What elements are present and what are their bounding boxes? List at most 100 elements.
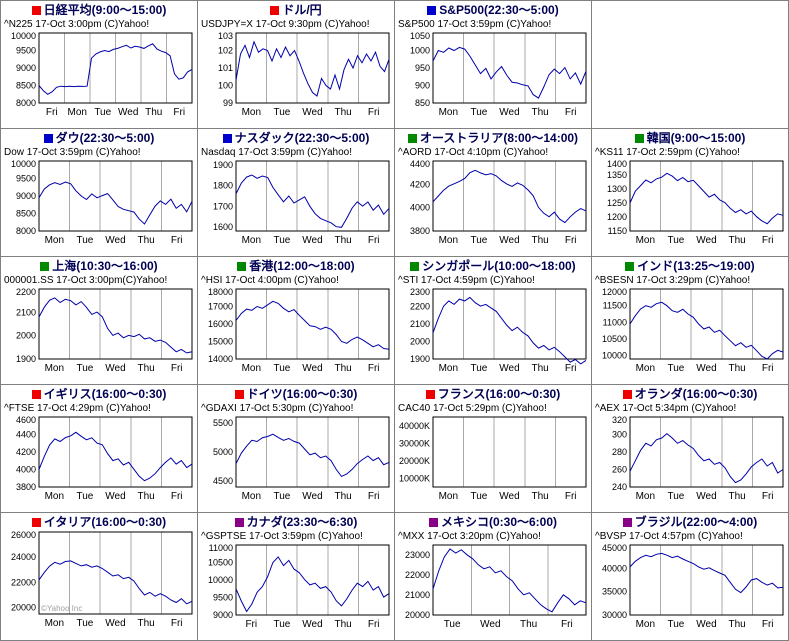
chart-panel-nasdaq[interactable]: ナスダック(22:30〜5:00) Nasdaq 17-Oct 3:59pm (C… <box>198 129 395 257</box>
x-axis-label: Fri <box>173 107 185 118</box>
x-axis-label: Thu <box>334 619 351 630</box>
x-axis-label: Mon <box>241 363 260 374</box>
x-axis-label: Wed <box>302 619 322 630</box>
y-tick-label: 10000 <box>10 31 35 41</box>
y-tick-label: 4500 <box>212 476 232 486</box>
ticker-caption: Dow 17-Oct 3:59pm (C)Yahoo! <box>4 147 141 158</box>
x-axis-label: Mon <box>438 107 457 118</box>
chart-panel-singapore[interactable]: シンガポール(10:00〜18:00) ^STI 17-Oct 4:59pm (C… <box>395 257 592 385</box>
plot-area <box>38 532 192 614</box>
x-axis-label: Wed <box>696 619 716 630</box>
y-tick-label: 2200 <box>15 287 35 297</box>
x-axis-label: Fri <box>761 619 773 630</box>
y-tick-label: 4000 <box>15 465 35 475</box>
x-axis-label: Wed <box>302 235 322 246</box>
price-chart-germany: 5500 5000 4500 Mon Tue Wed Thu Fri <box>212 416 389 502</box>
y-tick-label: 10000 <box>10 159 35 169</box>
y-tick-label: 2000 <box>409 337 429 347</box>
y-tick-label: 8000 <box>15 226 35 236</box>
chart-panel-australia[interactable]: オーストラリア(8:00〜14:00) ^AORD 17-Oct 4:10pm (… <box>395 129 592 257</box>
y-tick-label: 260 <box>611 465 626 475</box>
chart-panel-italy[interactable]: イタリア(16:00〜0:30) 26000 24000 22000 20000 Mon T… <box>1 513 198 641</box>
chart-panel-canada[interactable]: カナダ(23:30〜6:30) ^GSPTSE 17-Oct 3:59pm (C)… <box>198 513 395 641</box>
x-axis-label: Mon <box>44 618 63 629</box>
x-axis-label: Mon <box>241 235 260 246</box>
x-axis-label: Thu <box>728 619 745 630</box>
chart-panel-hongkong[interactable]: 香港(12:00〜18:00) ^HSI 17-Oct 4:00pm (C)Yah… <box>198 257 395 385</box>
plot-area <box>235 33 389 103</box>
x-axis-label: Fri <box>170 491 182 502</box>
chart-title: カナダ(23:30〜6:30) <box>246 515 358 529</box>
ticker-caption: ^FTSE 17-Oct 4:29pm (C)Yahoo! <box>4 403 151 414</box>
price-line <box>629 301 783 360</box>
y-tick-label: 30000K <box>398 438 429 448</box>
chart-header: フランス(16:00〜0:30) <box>395 387 591 402</box>
y-tick-label: 100 <box>217 81 232 91</box>
x-axis-label: Fri <box>367 619 379 630</box>
chart-panel-mexico[interactable]: メキシコ(0:30〜6:00) ^MXX 17-Oct 3:20pm (C)Yah… <box>395 513 592 641</box>
plot-border <box>38 160 192 232</box>
red-square-icon <box>270 6 280 15</box>
price-line <box>38 560 192 605</box>
price-chart-india: 12000 11500 11000 10500 10000 Mon Tue Wed Thu Fri <box>601 287 783 374</box>
y-tick-label: 3800 <box>409 226 429 236</box>
y-tick-label: 9000 <box>212 610 232 620</box>
watermark-text: ©Yahoo Inc <box>41 604 82 613</box>
x-axis-label: Tue <box>76 235 93 246</box>
plot-border <box>432 416 586 488</box>
plot-area <box>432 289 586 359</box>
chart-panel-usdjpy[interactable]: ドル/円 USDJPY=X 17-Oct 9:30pm (C)Yahoo! 103 1… <box>198 1 395 129</box>
y-tick-label: 103 <box>217 31 232 41</box>
plot-border <box>432 160 586 232</box>
chart-title: オランダ(16:00〜0:30) <box>634 387 758 401</box>
chart-panel-france[interactable]: フランス(16:00〜0:30) CAC40 17-Oct 5:29pm (C)Y… <box>395 385 592 513</box>
plot-border <box>235 416 389 488</box>
y-tick-label: 4000 <box>409 203 429 213</box>
chart-panel-uk[interactable]: イギリス(16:00〜0:30) ^FTSE 17-Oct 4:29pm (C)Y… <box>1 385 198 513</box>
plot-border <box>629 160 783 232</box>
price-line <box>432 296 586 365</box>
x-axis-label: Fri <box>170 235 182 246</box>
y-tick-label: 20000 <box>10 603 35 613</box>
y-tick-label: 102 <box>217 46 232 56</box>
chart-panel-nikkei[interactable]: 日経平均(9:00〜15:00) ^N225 17-Oct 3:00pm (C)Y… <box>1 1 198 129</box>
y-tick-label: 1050 <box>409 31 429 41</box>
x-axis-label: Wed <box>302 107 322 118</box>
ticker-caption: ^AEX 17-Oct 5:34pm (C)Yahoo! <box>595 403 737 414</box>
chart-panel-brazil[interactable]: ブラジル(22:00〜4:00) ^BVSP 17-Oct 4:57pm (C)Y… <box>592 513 789 641</box>
chart-title: イタリア(16:00〜0:30) <box>43 515 167 529</box>
price-line <box>235 40 389 97</box>
x-axis-label: Fri <box>561 619 573 630</box>
x-axis-label: Thu <box>334 235 351 246</box>
x-axis-label: Thu <box>334 363 351 374</box>
x-axis-label: Thu <box>145 107 162 118</box>
price-line <box>432 169 586 224</box>
x-axis-label: Tue <box>470 235 487 246</box>
chart-panel-shanghai[interactable]: 上海(10:30〜16:00) 000001.SS 17-Oct 3:00pm(C… <box>1 257 198 385</box>
chart-panel-sp500[interactable]: S&P500(22:30〜5:00) S&P500 17-Oct 3:59pm (… <box>395 1 592 129</box>
x-axis-label: Fri <box>367 491 379 502</box>
x-axis-label: Mon <box>635 235 654 246</box>
y-tick-label: 4200 <box>409 179 429 189</box>
y-tick-label: 1900 <box>409 354 429 364</box>
chart-panel-korea[interactable]: 韓国(9:00〜15:00) ^KS11 17-Oct 2:59pm (C)Yah… <box>592 129 789 257</box>
x-axis-label: Mon <box>635 363 654 374</box>
x-axis-label: Tue <box>273 235 290 246</box>
y-tick-label: 11000 <box>208 543 232 553</box>
chart-title: S&P500(22:30〜5:00) <box>439 3 559 17</box>
chart-panel-india[interactable]: インド(13:25〜19:00) ^BSESN 17-Oct 3:29pm (C)… <box>592 257 789 385</box>
price-chart-netherlands: 320 300 280 260 240 Mon Tue Wed Thu Fri <box>611 415 783 502</box>
chart-title: 韓国(9:00〜15:00) <box>646 131 746 145</box>
y-tick-label: 11000 <box>602 317 626 327</box>
chart-panel-germany[interactable]: ドイツ(16:00〜0:30) ^GDAXI 17-Oct 5:30pm (C)Y… <box>198 385 395 513</box>
y-tick-label: 22000 <box>10 577 35 587</box>
x-axis-label: Tue <box>94 107 111 118</box>
chart-panel-dow[interactable]: ダウ(22:30〜5:00) Dow 17-Oct 3:59pm (C)Yahoo… <box>1 129 198 257</box>
chart-header: メキシコ(0:30〜6:00) <box>395 515 591 530</box>
y-tick-label: 3800 <box>15 482 35 492</box>
x-axis-label: Fri <box>564 491 576 502</box>
x-axis-label: Thu <box>531 107 548 118</box>
chart-panel-netherlands[interactable]: オランダ(16:00〜0:30) ^AEX 17-Oct 5:34pm (C)Ya… <box>592 385 789 513</box>
green-square-icon <box>237 262 247 271</box>
chart-header: S&P500(22:30〜5:00) <box>395 3 591 18</box>
